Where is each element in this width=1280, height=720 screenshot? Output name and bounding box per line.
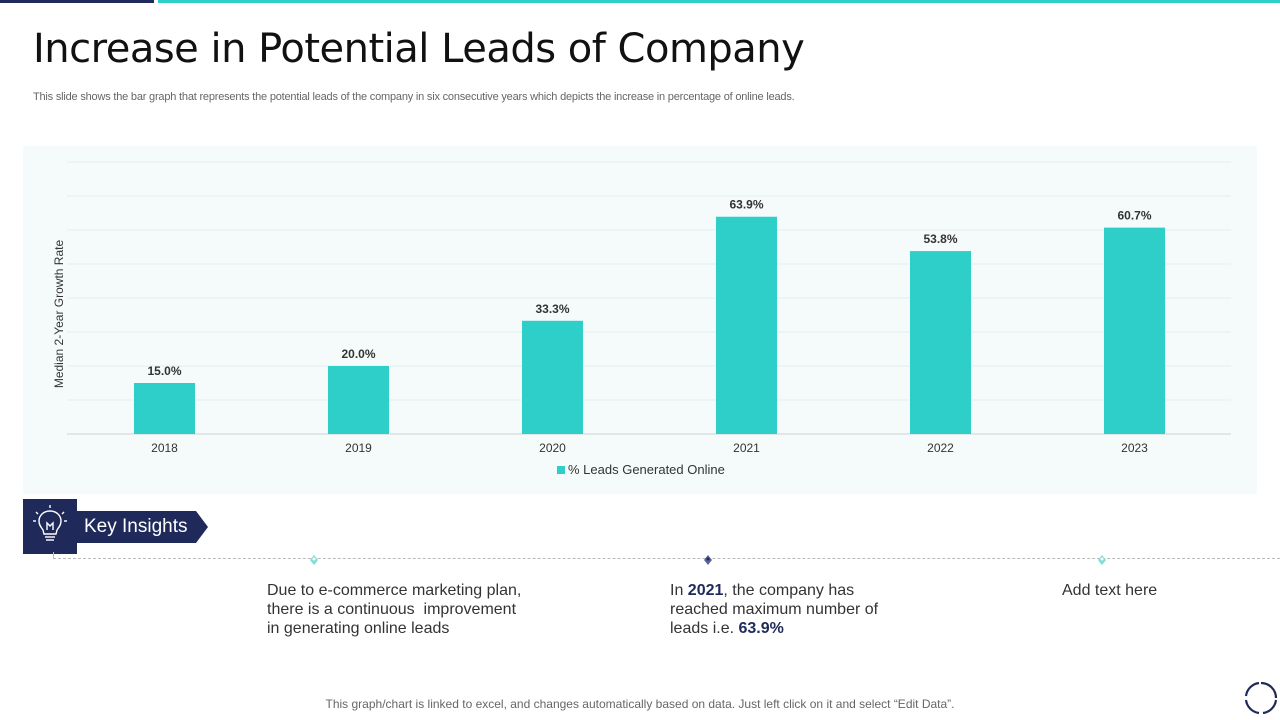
diamond-pin-icon [310, 555, 318, 565]
insight-2-text: In 2021, the company has reached maximum… [670, 581, 878, 638]
x-tick-label-2019: 2019 [345, 441, 372, 455]
refresh-circle-icon[interactable] [1243, 680, 1279, 716]
bar-2022 [910, 251, 971, 434]
timeline-line [53, 558, 1280, 559]
insight-2-value: 63.9% [738, 620, 784, 637]
footer-note: This graph/chart is linked to excel, and… [325, 697, 955, 711]
chart-panel: Median 2-Year Growth Rate 15.0% 2018 20.0% 2… [23, 146, 1257, 494]
insight-2-year: 2021 [687, 582, 724, 599]
insight-2-suffix: , the company has [723, 582, 855, 599]
page-subtitle: This slide shows the bar graph that repr… [33, 91, 795, 103]
lightbulb-icon [33, 505, 67, 541]
insights-icon-box [23, 499, 77, 554]
legend-swatch [557, 466, 565, 474]
bar-chart[interactable]: Median 2-Year Growth Rate 15.0% 2018 20.0% 2… [23, 146, 1257, 494]
bar-2019 [328, 366, 389, 434]
bar-2021 [716, 216, 777, 434]
diamond-pin-icon [1098, 555, 1106, 565]
top-accent-bar-dark [0, 0, 154, 3]
data-label-2018: 15.0% [147, 364, 181, 378]
x-tick-label-2022: 2022 [927, 441, 954, 455]
page-title: Increase in Potential Leads of Company [33, 26, 805, 72]
insight-1-line-2: there is a continuous improvement [267, 601, 517, 618]
y-axis-label: Median 2-Year Growth Rate [52, 240, 66, 389]
top-accent-bar-teal [158, 0, 1280, 3]
insight-2-line-1: In 2021, the company has [670, 581, 878, 600]
insight-2-leads-prefix: leads i.e. [670, 620, 739, 637]
data-label-2021: 63.9% [729, 198, 763, 212]
bar-2018 [134, 383, 195, 434]
insight-1-line-3: in generating online leads [267, 620, 450, 637]
insight-1-line-1: Due to e-commerce marketing plan, [267, 582, 522, 599]
x-tick-label-2020: 2020 [539, 441, 566, 455]
timeline-start-tick [53, 552, 54, 558]
x-tick-label-2023: 2023 [1121, 441, 1148, 455]
insight-2-line-3: leads i.e. 63.9% [670, 619, 878, 638]
x-tick-label-2018: 2018 [151, 441, 178, 455]
x-tick-label-2021: 2021 [733, 441, 760, 455]
insight-3-line-1: Add text here [1062, 582, 1158, 599]
data-label-2019: 20.0% [341, 347, 375, 361]
data-label-2023: 60.7% [1117, 209, 1151, 223]
insight-3-text: Add text here [1062, 581, 1157, 600]
key-insights-banner: Key Insights [77, 511, 208, 543]
legend-label: % Leads Generated Online [568, 462, 725, 477]
bar-2023 [1104, 227, 1165, 434]
data-label-2020: 33.3% [535, 302, 569, 316]
insight-2-line-2: reached maximum number of [670, 601, 879, 618]
bar-2020 [522, 320, 583, 434]
data-label-2022: 53.8% [923, 232, 957, 246]
insight-1-text: Due to e-commerce marketing plan, there … [267, 581, 521, 638]
diamond-pin-icon [704, 555, 712, 565]
insight-2-prefix: In [670, 582, 688, 599]
